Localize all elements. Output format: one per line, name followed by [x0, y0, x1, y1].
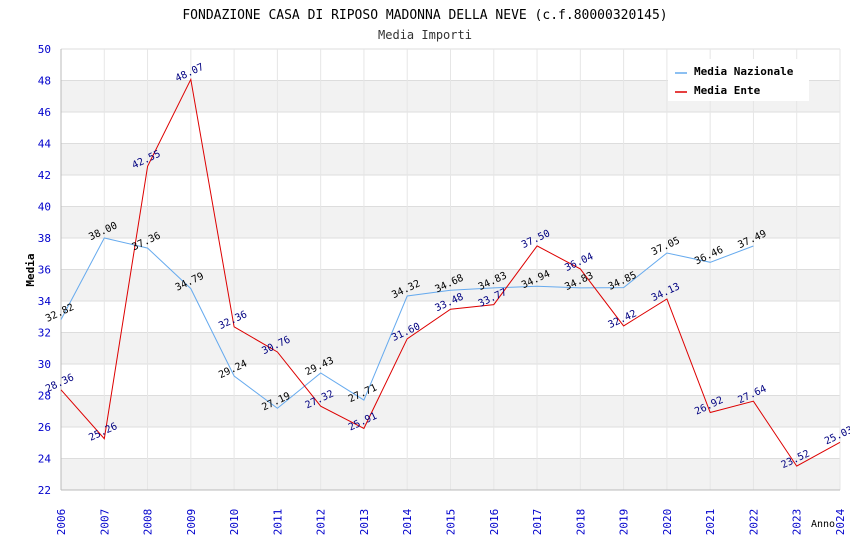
x-tick-label: 2013	[358, 509, 371, 536]
x-tick-labels: 2006 2007 2008 2009 2010 2011 2012 2013 2014 2015…	[55, 508, 847, 535]
x-tick-label: 2008	[142, 509, 155, 536]
chart-subtitle: Media Importi	[378, 28, 472, 42]
y-tick-label: 28	[38, 390, 51, 403]
y-tick-label: 34	[38, 295, 52, 308]
series-line-media-ente	[60, 77, 841, 467]
x-tick-label: 2024	[834, 508, 847, 535]
x-tick-label: 2023	[791, 509, 804, 536]
axes	[60, 49, 840, 491]
x-tick-label: 2009	[185, 509, 198, 536]
series-lines	[60, 77, 841, 467]
y-tick-label: 50	[38, 43, 51, 56]
y-tick-label: 38	[38, 232, 51, 245]
x-tick-label: 2010	[228, 509, 241, 536]
y-tick-label: 40	[38, 201, 51, 214]
legend-label-media-nazionale: Media Nazionale	[694, 65, 794, 78]
series-line-media-nazionale	[60, 237, 754, 409]
x-tick-label: 2011	[271, 509, 284, 536]
x-tick-label: 2022	[747, 509, 760, 536]
x-axis-label: Anno	[811, 519, 835, 530]
x-tick-label: 2006	[55, 509, 68, 536]
x-tick-label: 2021	[704, 509, 717, 536]
y-axis-label: Media	[24, 253, 37, 286]
y-tick-labels: 22 24 26 28 30 32 34 36 38 40 42 44 46 48 50	[38, 43, 52, 497]
x-tick-label: 2015	[445, 509, 458, 536]
x-tick-label: 2019	[618, 509, 631, 536]
y-tick-label: 24	[38, 453, 52, 466]
x-tick-label: 2014	[401, 508, 414, 535]
x-tick-label: 2020	[661, 509, 674, 536]
y-tick-label: 44	[38, 138, 52, 151]
y-tick-label: 32	[38, 327, 51, 340]
y-tick-label: 30	[38, 358, 51, 371]
y-tick-label: 46	[38, 106, 51, 119]
x-tick-label: 2007	[98, 509, 111, 536]
y-tick-label: 42	[38, 169, 51, 182]
legend-box	[668, 59, 809, 101]
y-tick-label: 48	[38, 75, 51, 88]
legend: Media Nazionale Media Ente	[668, 59, 809, 101]
y-tick-label: 36	[38, 264, 51, 277]
x-tick-label: 2018	[574, 509, 587, 536]
x-tick-label: 2012	[315, 509, 328, 536]
x-tick-label: 2017	[531, 509, 544, 536]
x-tick-label: 2016	[488, 509, 501, 536]
y-tick-label: 22	[38, 484, 51, 497]
chart-title: FONDAZIONE CASA DI RIPOSO MADONNA DELLA …	[182, 8, 667, 23]
legend-label-media-ente: Media Ente	[694, 84, 761, 97]
y-tick-label: 26	[38, 421, 51, 434]
